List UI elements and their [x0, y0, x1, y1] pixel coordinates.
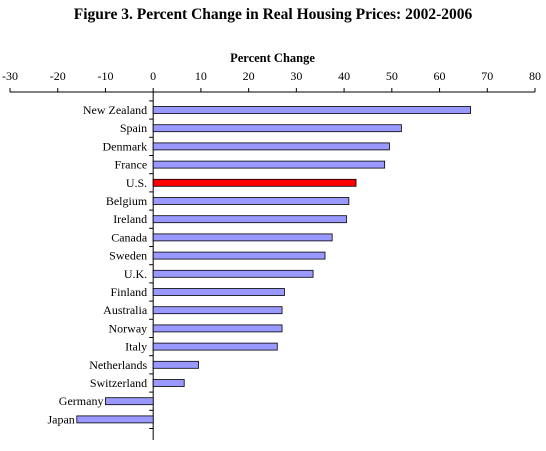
category-label: Ireland: [113, 212, 147, 226]
x-tick-label: -20: [50, 69, 66, 83]
x-tick-label: 30: [290, 69, 302, 83]
bar-switzerland: [152, 379, 185, 387]
category-label: Finland: [111, 285, 148, 299]
category-label: Japan: [47, 412, 74, 426]
category-label: Canada: [111, 230, 148, 244]
bar-denmark: [152, 142, 390, 151]
bar-ireland: [152, 215, 347, 224]
bar-japan: [76, 415, 154, 424]
bar-netherlands: [152, 360, 199, 369]
x-tick-label: 10: [195, 69, 207, 83]
bar-new-zealand: [152, 106, 471, 114]
bar-finland: [152, 288, 285, 296]
x-tick-label: 0: [150, 69, 156, 83]
category-label: Norway: [109, 321, 148, 335]
chart-bars: [76, 106, 471, 424]
x-axis-title: Percent Change: [230, 51, 315, 65]
category-label: Sweden: [109, 249, 147, 263]
bar-canada: [152, 233, 333, 242]
x-tick-label: 50: [386, 69, 398, 83]
x-tick-label: -30: [2, 69, 18, 83]
category-label: U.K.: [124, 267, 147, 281]
category-label: Belgium: [106, 194, 148, 208]
category-label: Spain: [120, 121, 147, 135]
category-label: Switzerland: [90, 376, 147, 390]
bar-italy: [152, 342, 278, 351]
bar-germany: [105, 397, 154, 406]
category-label: U.S.: [126, 176, 147, 190]
x-tick-label: 20: [243, 69, 255, 83]
x-tick-label: 40: [338, 69, 350, 83]
category-label: Denmark: [103, 139, 148, 153]
chart-title: Figure 3. Percent Change in Real Housing…: [73, 6, 473, 23]
category-label: France: [115, 158, 148, 172]
bar-u-s: [152, 178, 357, 187]
x-tick-label: 60: [434, 69, 446, 83]
category-label: Germany: [59, 394, 104, 408]
bar-belgium: [152, 197, 350, 205]
category-label: Australia: [103, 303, 148, 317]
bar-sweden: [152, 251, 326, 260]
chart-axes: Percent Change -30 -20 -10 0 10 20 30 40 50 60 70 80: [2, 51, 541, 440]
bar-u-k: [152, 269, 314, 278]
x-tick-label: -10: [97, 69, 113, 83]
category-label: Italy: [125, 340, 147, 354]
bar-spain: [152, 124, 402, 133]
bar-australia: [152, 306, 283, 315]
x-tick-label: 80: [529, 69, 541, 83]
bar-norway: [152, 324, 283, 333]
x-tick-label: 70: [481, 69, 493, 83]
chart-category-labels: New Zealand Spain Denmark France U.S. Belgium…: [47, 103, 147, 426]
category-label: Netherlands: [89, 358, 147, 372]
bar-france: [152, 160, 386, 169]
category-label: New Zealand: [83, 103, 147, 117]
